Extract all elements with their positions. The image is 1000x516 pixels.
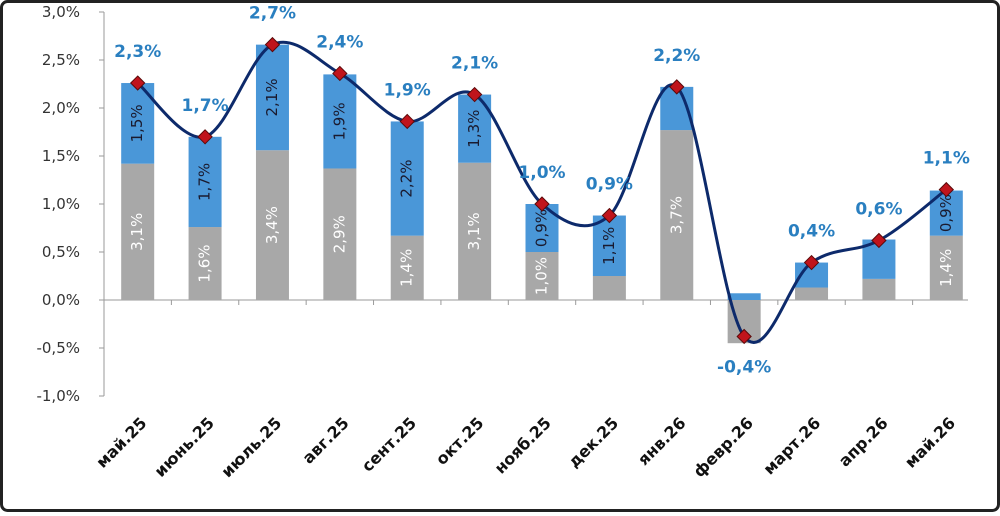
total-value-label: 0,9% — [586, 175, 633, 195]
x-category-label: июнь.25 — [151, 413, 218, 480]
bar-base-value-label: 3,7% — [667, 196, 685, 234]
bar-top-value-label: 1,7% — [196, 163, 214, 201]
total-value-label: 2,1% — [451, 54, 498, 74]
y-tick-label: 3,0% — [42, 3, 80, 21]
y-tick-label: 1,5% — [42, 147, 80, 165]
bar-segment-base — [458, 162, 492, 300]
y-tick-label: 2,0% — [42, 99, 80, 117]
bar-base-value-label: 3,4% — [263, 206, 281, 244]
y-tick-label: 2,5% — [42, 51, 80, 69]
bar-segment-base — [255, 150, 289, 300]
bar-top-value-label: 1,3% — [465, 110, 483, 148]
x-category-label: март.26 — [759, 413, 824, 478]
x-category-label: авг.25 — [298, 413, 352, 467]
bar-base-value-label: 1,4% — [937, 249, 955, 287]
bar-segment-base — [188, 227, 222, 300]
bar-base-value-label: 1,0% — [533, 257, 551, 295]
total-value-label: 2,7% — [249, 4, 296, 24]
x-category-label: июль.25 — [217, 413, 285, 481]
x-category-label: май.26 — [901, 413, 959, 471]
bar-segment-top — [727, 293, 761, 300]
bar-base-value-label: 2,9% — [330, 215, 348, 253]
total-marker — [332, 65, 348, 82]
total-marker — [466, 86, 483, 103]
total-marker — [938, 181, 955, 198]
x-category-label: нояб.25 — [491, 413, 555, 477]
total-marker — [264, 36, 281, 53]
total-value-label: -0,4% — [717, 357, 771, 377]
total-value-label: 1,9% — [384, 80, 431, 100]
total-marker — [601, 207, 618, 224]
bar-segment-top — [255, 44, 289, 151]
total-value-label: 0,4% — [788, 222, 835, 242]
total-marker — [736, 328, 752, 345]
total-marker — [534, 196, 550, 212]
total-marker — [803, 254, 820, 271]
bar-segment-base — [862, 278, 896, 300]
y-tick-label: 1,0% — [42, 195, 80, 213]
x-category-label: сент.25 — [358, 413, 420, 475]
bar-top-value-label: 0,9% — [937, 194, 955, 232]
bar-segment-top — [390, 121, 424, 236]
y-tick-label: -0,5% — [36, 339, 80, 357]
bar-segment-base — [390, 235, 424, 300]
bar-top-value-label: 1,9% — [330, 102, 348, 140]
bar-segment-top — [188, 136, 222, 228]
y-tick-label: 0,5% — [42, 243, 80, 261]
bar-segment-base — [121, 163, 155, 300]
bar-segment-top — [592, 215, 626, 276]
bar-top-value-label: 0,9% — [533, 209, 551, 247]
bar-top-value-label: 2,1% — [263, 78, 281, 116]
x-category-label: окт.25 — [432, 413, 487, 468]
total-value-label: 2,2% — [653, 46, 700, 66]
y-tick-label: 0,0% — [42, 291, 80, 309]
bar-segment-base — [525, 252, 559, 300]
x-category-label: апр.26 — [835, 413, 892, 470]
total-value-label: 1,0% — [518, 163, 565, 183]
bar-base-value-label: 3,1% — [128, 213, 146, 251]
total-marker — [129, 75, 146, 91]
x-category-label: февр.26 — [689, 413, 757, 481]
y-tick-label: -1,0% — [36, 387, 80, 405]
total-marker — [399, 113, 415, 130]
total-value-label: 1,1% — [923, 149, 970, 169]
total-marker — [871, 232, 887, 249]
total-marker — [669, 79, 685, 95]
bar-segment-base — [929, 235, 963, 300]
bar-base-value-label: 3,1% — [465, 212, 483, 250]
bar-segment-top — [323, 74, 357, 169]
bar-top-value-label: 1,1% — [600, 227, 618, 265]
bar-segment-base — [592, 276, 626, 300]
x-category-label: дек.25 — [564, 413, 622, 471]
bar-base-value-label: 1,4% — [398, 249, 416, 287]
bar-base-value-label: 1,6% — [196, 244, 214, 282]
bar-top-value-label: 2,2% — [398, 160, 416, 198]
x-category-label: май.25 — [92, 413, 150, 471]
total-value-label: 0,6% — [855, 199, 902, 219]
bar-top-value-label: 1,5% — [128, 104, 146, 142]
total-value-label: 2,3% — [114, 42, 161, 62]
total-marker — [197, 129, 213, 145]
total-value-label: 1,7% — [181, 96, 228, 116]
bar-segment-base — [323, 168, 357, 300]
x-category-label: янв.26 — [634, 413, 690, 469]
bar-segment-base — [795, 287, 829, 300]
bar-segment-base — [660, 130, 694, 300]
total-value-label: 2,4% — [316, 32, 363, 52]
